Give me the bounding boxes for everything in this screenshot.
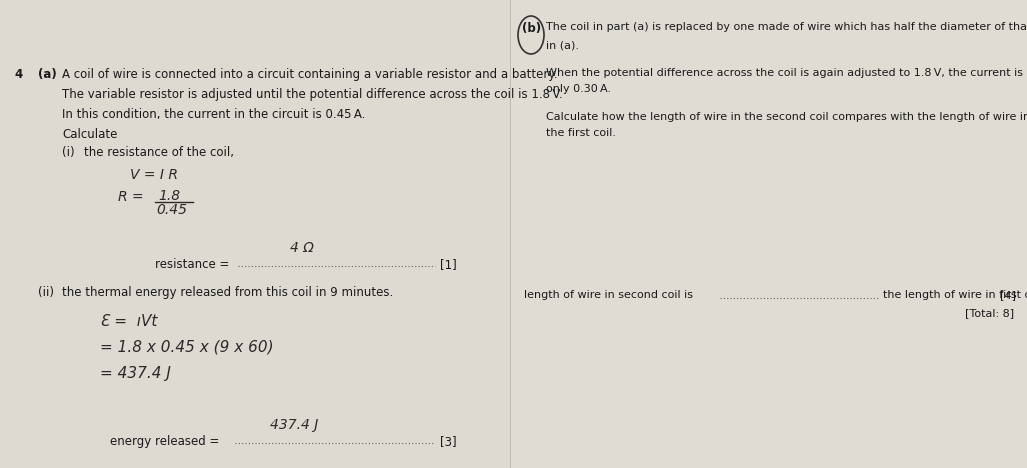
Text: Calculate how the length of wire in the second coil compares with the length of : Calculate how the length of wire in the … <box>546 112 1027 122</box>
Text: [1]: [1] <box>440 258 457 271</box>
Bar <box>0 0 510 468</box>
Text: 4: 4 <box>14 68 23 81</box>
Text: Ɛ =  ıVt: Ɛ = ıVt <box>100 314 157 329</box>
Text: (ii): (ii) <box>38 286 54 299</box>
Text: R =: R = <box>118 190 144 204</box>
Text: [4]: [4] <box>1000 290 1016 300</box>
Text: 1.8: 1.8 <box>158 189 180 203</box>
Text: [Total: 8]: [Total: 8] <box>965 308 1014 318</box>
Text: [3]: [3] <box>440 435 457 448</box>
Text: only 0.30 A.: only 0.30 A. <box>546 84 611 94</box>
Text: in (a).: in (a). <box>546 40 579 50</box>
Text: Calculate: Calculate <box>62 128 117 141</box>
Text: energy released =: energy released = <box>110 435 223 448</box>
Text: 437.4 J: 437.4 J <box>270 418 318 432</box>
Text: the resistance of the coil,: the resistance of the coil, <box>84 146 234 159</box>
Text: the first coil.: the first coil. <box>546 128 616 138</box>
Text: In this condition, the current in the circuit is 0.45 A.: In this condition, the current in the ci… <box>62 108 366 121</box>
Text: = 1.8 x 0.45 x (9 x 60): = 1.8 x 0.45 x (9 x 60) <box>100 340 273 355</box>
Text: The coil in part (a) is replaced by one made of wire which has half the diameter: The coil in part (a) is replaced by one … <box>546 22 1027 32</box>
Text: (a): (a) <box>38 68 56 81</box>
Text: resistance =: resistance = <box>155 258 233 271</box>
Text: the thermal energy released from this coil in 9 minutes.: the thermal energy released from this co… <box>62 286 393 299</box>
Text: (b): (b) <box>522 22 541 35</box>
Text: A coil of wire is connected into a circuit containing a variable resistor and a : A coil of wire is connected into a circu… <box>62 68 558 81</box>
Bar <box>510 0 1027 468</box>
Text: = 437.4 J: = 437.4 J <box>100 366 170 381</box>
Text: When the potential difference across the coil is again adjusted to 1.8 V, the cu: When the potential difference across the… <box>546 68 1023 78</box>
Text: (i): (i) <box>62 146 75 159</box>
Text: length of wire in second coil is: length of wire in second coil is <box>524 290 696 300</box>
Text: V = I R: V = I R <box>130 168 178 182</box>
Text: 0.45: 0.45 <box>156 203 187 217</box>
Text: The variable resistor is adjusted until the potential difference across the coil: The variable resistor is adjusted until … <box>62 88 563 101</box>
Text: 4 Ω: 4 Ω <box>290 241 314 255</box>
Text: the length of wire in first coil: the length of wire in first coil <box>883 290 1027 300</box>
